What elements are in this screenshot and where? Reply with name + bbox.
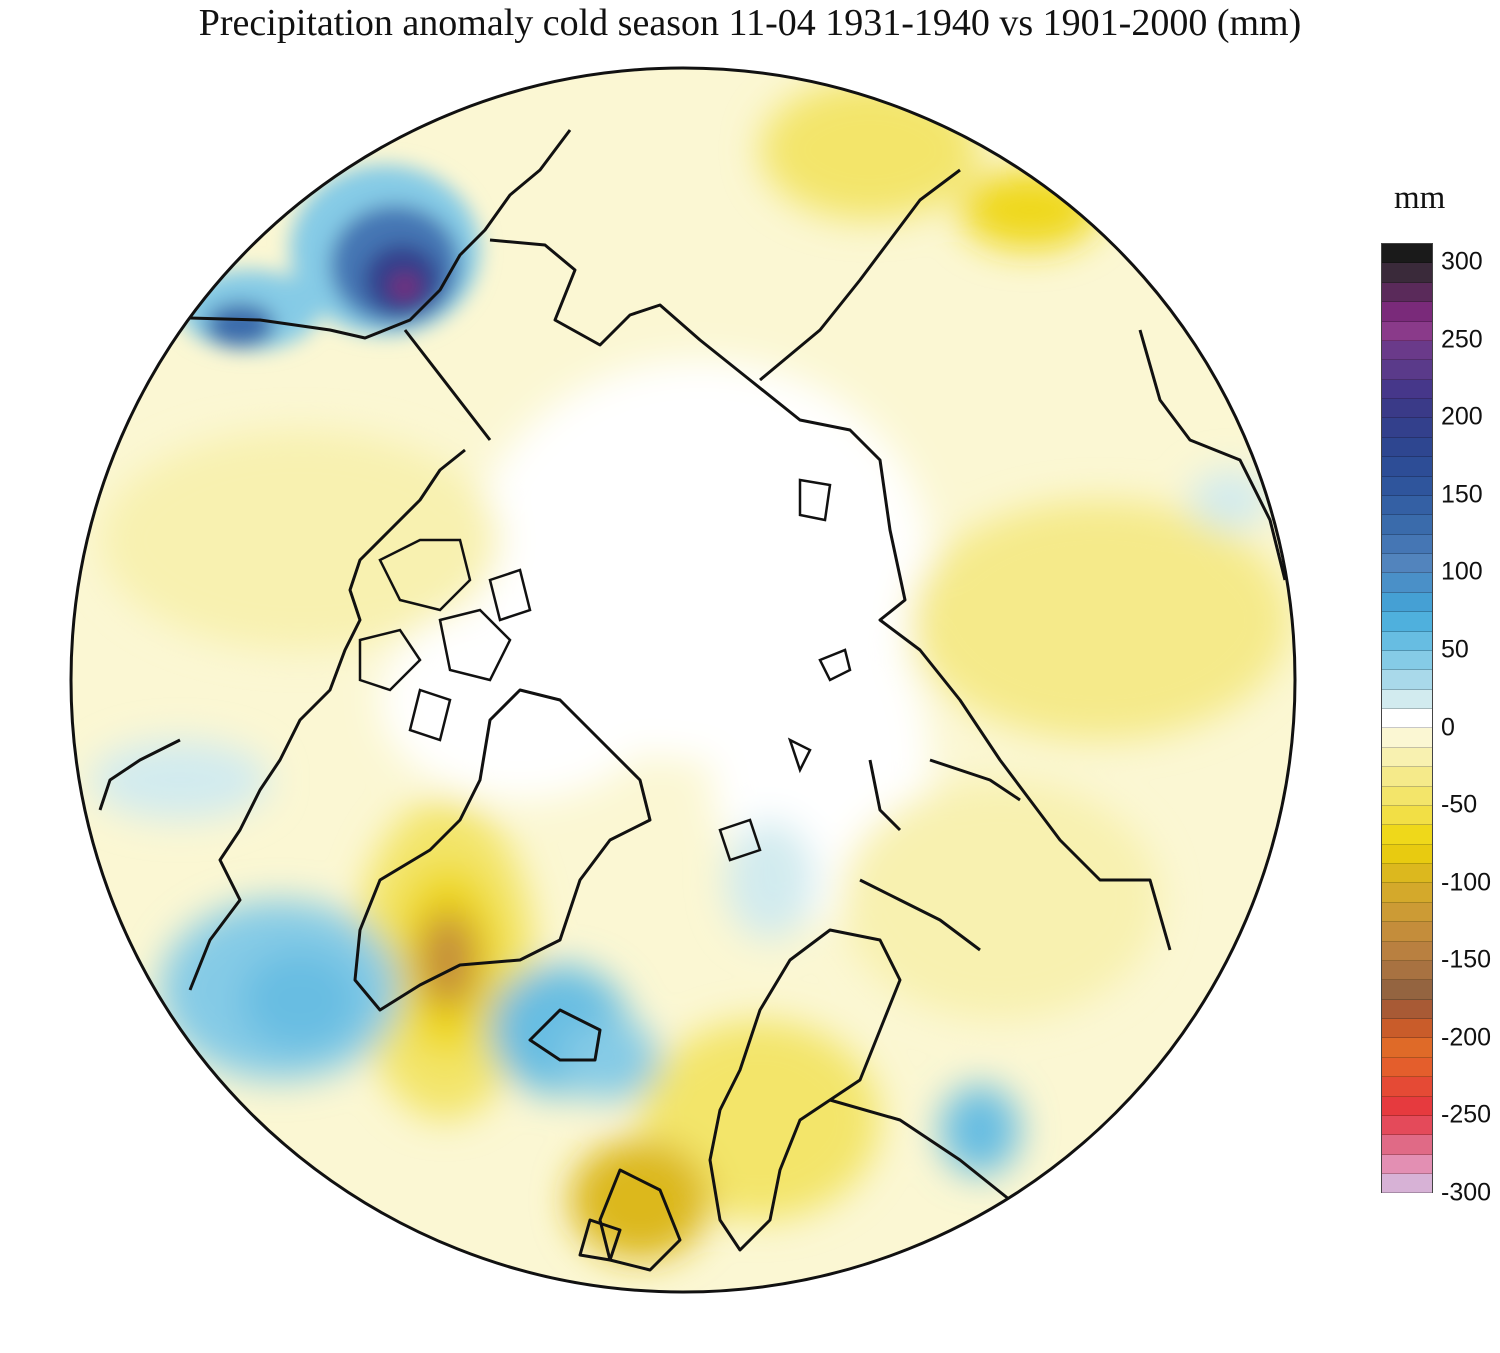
color-scale-band: [1382, 960, 1432, 981]
alaska-positive-anomaly: [180, 165, 480, 350]
arctic-islands: [358, 478, 852, 862]
color-scale-band: [1382, 747, 1432, 768]
color-scale-tick-label: 200: [1441, 402, 1483, 431]
color-scale-band: [1382, 941, 1432, 961]
color-scale-band: [1382, 554, 1432, 574]
color-scale-band: [1382, 476, 1432, 496]
color-scale-band: [1382, 437, 1432, 458]
color-scale-band: [1382, 1115, 1432, 1136]
color-scale-tick-label: -300: [1441, 1178, 1492, 1207]
color-scale-band: [1382, 282, 1432, 303]
color-scale-tick-label: 150: [1441, 480, 1483, 509]
color-scale-tick-label: 50: [1441, 635, 1469, 664]
color-scale-tick-label: -50: [1441, 790, 1478, 819]
color-scale-band: [1382, 263, 1432, 283]
color-scale-band: [1382, 379, 1432, 399]
color-scale-band: [1382, 631, 1432, 651]
color-scale-band: [1382, 1174, 1432, 1194]
map-title: Precipitation anomaly cold season 11-04 …: [198, 2, 1302, 44]
color-scale-band: [1382, 767, 1432, 787]
color-scale-tick-label: 0: [1441, 713, 1455, 741]
color-scale-band: [1382, 844, 1432, 864]
color-scale-band: [1382, 340, 1432, 361]
color-scale-band: [1382, 825, 1432, 845]
anomaly-field: [71, 68, 1295, 1292]
color-scale-band: [1382, 1038, 1432, 1058]
color-scale-band: [1382, 534, 1432, 554]
color-scale-tick-label: 300: [1441, 247, 1483, 276]
color-scale-band: [1382, 999, 1432, 1019]
color-scale-band: [1382, 650, 1432, 671]
color-scale-band: [1382, 515, 1432, 535]
color-scale-band: [1382, 573, 1432, 593]
color-scale-band: [1382, 592, 1432, 613]
color-scale-band: [1382, 321, 1432, 341]
color-scale-band: [1382, 709, 1432, 729]
color-scale-band: [1382, 980, 1432, 1000]
color-scale-band: [1382, 728, 1432, 748]
color-scale-tick-label: -200: [1441, 1023, 1492, 1052]
color-scale-band: [1382, 1077, 1432, 1097]
legend-unit-label: mm: [1394, 180, 1446, 216]
color-scale-band: [1382, 360, 1432, 380]
color-scale-tick-label: -100: [1441, 868, 1492, 897]
color-scale-band: [1382, 418, 1432, 438]
color-scale-band: [1382, 689, 1432, 709]
color-scale-band: [1382, 864, 1432, 884]
color-scale-band: [1382, 922, 1432, 942]
color-scale-band: [1382, 902, 1432, 923]
color-scale-band: [1382, 302, 1432, 322]
color-scale-tick-label: -250: [1441, 1100, 1492, 1129]
color-scale-band: [1382, 1135, 1432, 1155]
color-scale-band: [1382, 612, 1432, 632]
color-scale-band: [1382, 399, 1432, 419]
coastlines: [98, 129, 1287, 1272]
color-scale-band: [1382, 457, 1432, 477]
color-scale-band: [1382, 883, 1432, 903]
color-scale-band: [1382, 244, 1432, 264]
color-scale-band: [1382, 1057, 1432, 1078]
map-boundary-circle: [69, 66, 1297, 1294]
color-scale-band: [1382, 805, 1432, 826]
color-scale-tick-label: 100: [1441, 557, 1483, 586]
color-scale-band: [1382, 1019, 1432, 1039]
color-scale-band: [1382, 1154, 1432, 1174]
color-scale-bar: [1381, 243, 1433, 1194]
color-scale-band: [1382, 1096, 1432, 1116]
smoothed-anomalies: [90, 80, 1290, 1260]
color-scale-band: [1382, 670, 1432, 690]
color-scale-band: [1382, 495, 1432, 516]
color-scale-tick-label: -150: [1441, 945, 1492, 974]
color-scale-tick-label: 250: [1441, 325, 1483, 354]
color-scale-band: [1382, 786, 1432, 806]
